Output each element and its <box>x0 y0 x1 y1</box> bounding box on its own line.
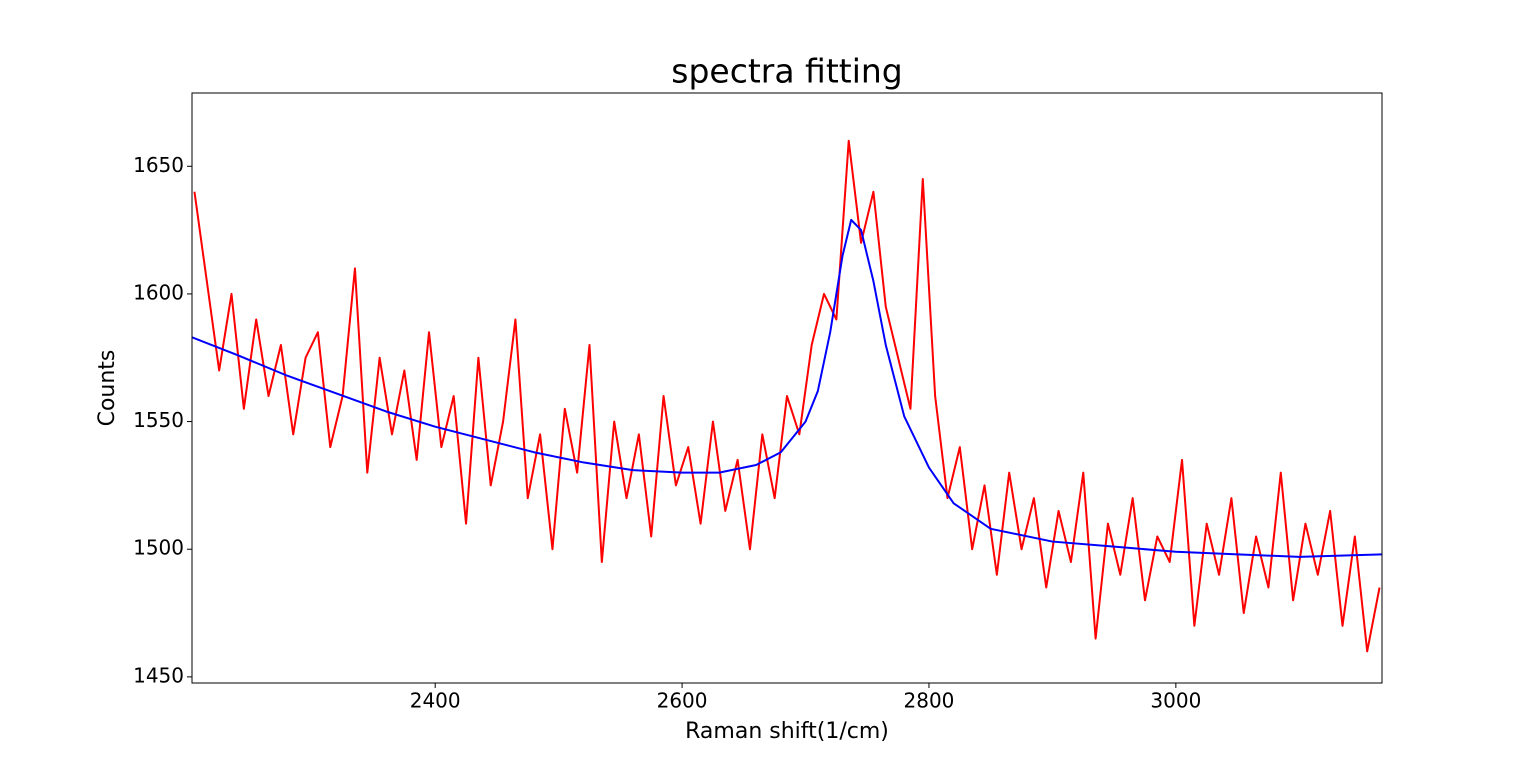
x-tick-label: 2600 <box>657 689 708 713</box>
chart-title: spectra fitting <box>671 52 903 91</box>
y-tick-label: 1450 <box>133 663 184 687</box>
y-tick-label: 1500 <box>133 536 184 560</box>
series-line <box>193 139 1381 653</box>
series-line <box>192 218 1382 558</box>
x-tick-label: 2800 <box>904 689 955 713</box>
x-tick-label: 3000 <box>1150 689 1201 713</box>
x-axis-label: Raman shift(1/cm) <box>685 719 889 744</box>
x-tick-label: 2400 <box>410 689 461 713</box>
y-tick-label: 1650 <box>133 153 184 177</box>
y-axis-label: Counts <box>95 350 120 427</box>
plot-frame <box>191 92 1383 684</box>
y-tick-label: 1600 <box>133 280 184 304</box>
y-tick-label: 1550 <box>133 408 184 432</box>
